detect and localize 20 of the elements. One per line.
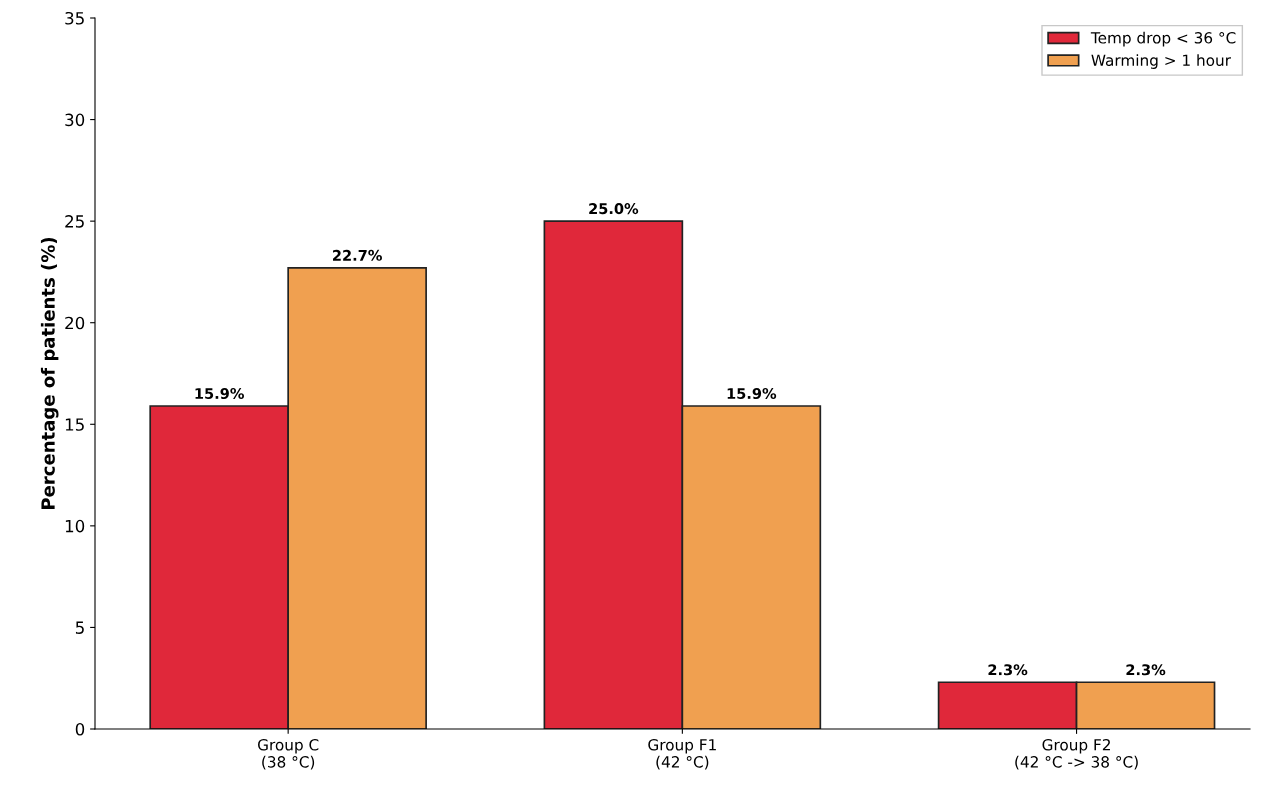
x-tick-label: Group C (38 °C)	[258, 738, 319, 770]
y-axis-title: Percentage of patients (%)	[40, 237, 59, 509]
y-tick-label: 0	[75, 722, 85, 736]
y-tick-label: 30	[65, 113, 85, 127]
x-tick-label: Group F1 (42 °C)	[648, 738, 716, 770]
data-label: 25.0%	[589, 203, 639, 215]
data-label: 15.9%	[195, 387, 245, 400]
data-label: 2.3%	[988, 664, 1028, 676]
data-label: 2.3%	[1126, 664, 1166, 676]
y-tick-label: 35	[65, 11, 84, 25]
legend-label: Warming > 1 hour	[1091, 54, 1231, 69]
y-tick-label: 15	[65, 418, 84, 431]
legend-label: Temp drop < 36 °C	[1090, 31, 1236, 47]
y-tick-label: 20	[65, 316, 85, 330]
data-label: 15.9%	[727, 387, 777, 400]
data-label: 22.7%	[333, 249, 382, 261]
y-tick-label: 5	[75, 621, 84, 634]
x-tick-label: Group F2 (42 °C -> 38 °C)	[1015, 738, 1138, 770]
y-tick-label: 10	[65, 519, 85, 533]
y-tick-label: 25	[65, 215, 84, 228]
